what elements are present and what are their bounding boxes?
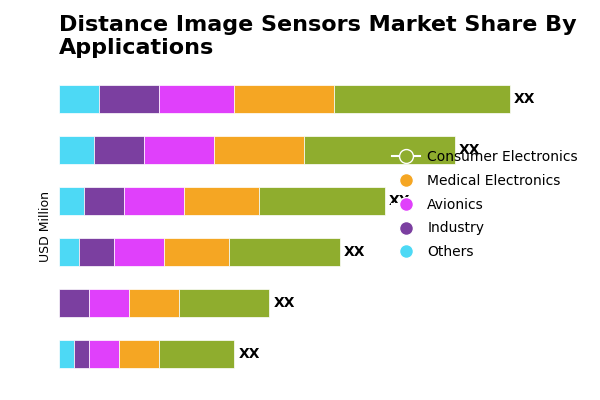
- Text: XX: XX: [459, 143, 480, 157]
- Bar: [159, 85, 234, 113]
- Bar: [229, 238, 340, 266]
- Bar: [159, 340, 234, 368]
- Bar: [59, 238, 79, 266]
- Bar: [99, 85, 159, 113]
- Bar: [124, 187, 184, 215]
- Bar: [214, 136, 304, 164]
- Text: XX: XX: [344, 245, 365, 259]
- Bar: [129, 289, 179, 317]
- Text: XX: XX: [274, 296, 295, 310]
- Bar: [59, 340, 74, 368]
- Y-axis label: USD Million: USD Million: [39, 191, 52, 262]
- Text: XX: XX: [514, 92, 535, 106]
- Bar: [84, 187, 124, 215]
- Bar: [164, 238, 229, 266]
- Bar: [114, 238, 164, 266]
- Bar: [89, 340, 119, 368]
- Legend: Consumer Electronics, Medical Electronics, Avionics, Industry, Others: Consumer Electronics, Medical Electronic…: [387, 145, 583, 265]
- Bar: [119, 340, 159, 368]
- Bar: [304, 136, 455, 164]
- Bar: [79, 238, 114, 266]
- Text: XX: XX: [238, 347, 260, 361]
- Bar: [59, 187, 84, 215]
- Bar: [184, 187, 259, 215]
- Bar: [334, 85, 510, 113]
- Bar: [94, 136, 144, 164]
- Bar: [234, 85, 334, 113]
- Bar: [89, 289, 129, 317]
- Bar: [179, 289, 269, 317]
- Bar: [59, 85, 99, 113]
- Text: XX: XX: [389, 194, 410, 208]
- Text: Distance Image Sensors Market Share By
Applications: Distance Image Sensors Market Share By A…: [59, 15, 577, 58]
- Bar: [144, 136, 214, 164]
- Bar: [59, 289, 89, 317]
- Bar: [59, 136, 94, 164]
- Bar: [259, 187, 385, 215]
- Bar: [74, 340, 89, 368]
